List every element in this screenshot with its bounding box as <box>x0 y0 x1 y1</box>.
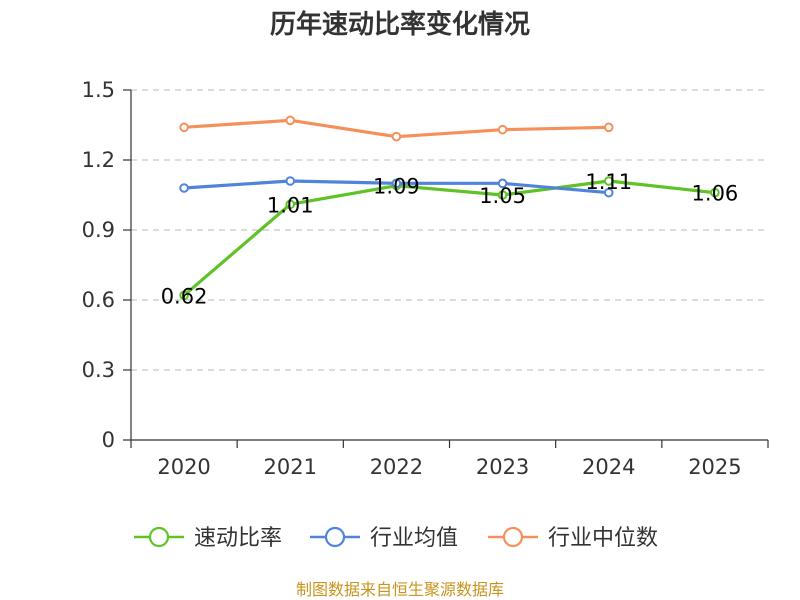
series-0-point[interactable] <box>285 199 296 210</box>
y-tick-label: 0.6 <box>82 288 115 312</box>
data-labels: 0.62 1.01 1.09 1.05 1.11 1.06 <box>161 170 739 308</box>
data-label: 1.01 <box>267 193 314 217</box>
y-tick-label: 1.5 <box>82 78 115 102</box>
data-label: 1.11 <box>585 170 632 194</box>
x-tick-label: 2025 <box>688 455 741 479</box>
series-line-0 <box>183 179 716 297</box>
legend-item-1[interactable]: 行业均值 <box>310 526 458 551</box>
x-tick-label: 2024 <box>582 455 635 479</box>
y-tick-label: 0.3 <box>82 358 115 382</box>
data-label: 1.09 <box>373 175 420 199</box>
x-tick-label: 2022 <box>370 455 423 479</box>
legend[interactable]: 速动比率 行业均值 行业中位数 <box>134 526 658 551</box>
legend-label: 行业中位数 <box>548 526 658 551</box>
source-footer: 制图数据来自恒生聚源数据库 <box>296 580 504 599</box>
series-2-point[interactable] <box>391 131 402 142</box>
series-0-point[interactable] <box>603 176 614 186</box>
series-1-point[interactable] <box>497 178 508 189</box>
axes: 0 0.3 0.6 0.9 1.2 1.5 2020 2021 2022 2023 2024 2025 <box>82 78 769 479</box>
data-label: 0.62 <box>161 284 208 308</box>
series-lines <box>179 115 720 301</box>
series-0-point[interactable] <box>179 290 189 301</box>
legend-item-2[interactable]: 行业中位数 <box>488 526 658 551</box>
chart-title: 历年速动比率变化情况 <box>270 9 530 40</box>
x-tick-label: 2021 <box>264 455 317 479</box>
legend-marker-icon <box>324 526 346 548</box>
data-label: 1.05 <box>479 184 526 208</box>
series-0-point[interactable] <box>710 187 720 198</box>
y-tick-label: 0.9 <box>82 218 115 242</box>
series-2-point[interactable] <box>179 122 189 133</box>
legend-label: 速动比率 <box>194 526 282 551</box>
series-1-point[interactable] <box>285 176 296 186</box>
legend-marker-icon <box>148 526 170 548</box>
series-2-point[interactable] <box>285 115 296 126</box>
grid-lines <box>131 89 768 371</box>
x-tick-label: 2020 <box>157 455 210 479</box>
series-0-point[interactable] <box>497 190 508 200</box>
legend-item-0[interactable]: 速动比率 <box>134 526 282 551</box>
y-tick-label: 1.2 <box>82 148 115 172</box>
series-2-point[interactable] <box>603 122 614 133</box>
series-1-point[interactable] <box>179 183 189 193</box>
series-1-point[interactable] <box>391 178 402 189</box>
series-2-point[interactable] <box>497 124 508 135</box>
series-1-point[interactable] <box>603 187 614 198</box>
y-tick-label: 0 <box>102 428 115 452</box>
legend-marker-icon <box>502 526 524 548</box>
data-label: 1.06 <box>692 182 739 206</box>
x-tick-label: 2023 <box>476 455 529 479</box>
legend-label: 行业均值 <box>370 526 458 551</box>
